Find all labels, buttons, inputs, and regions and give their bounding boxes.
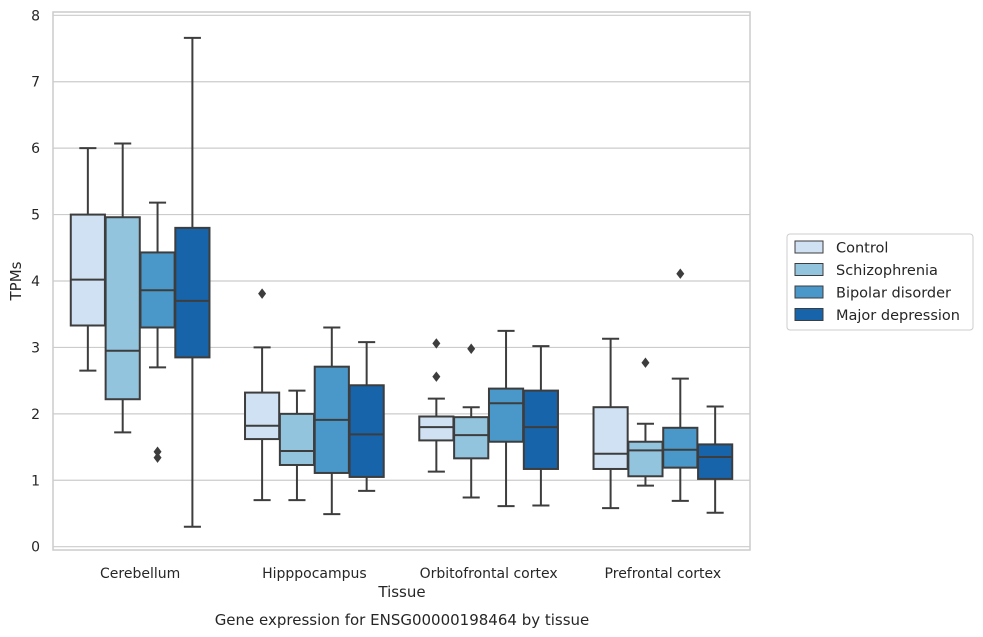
box-3-2 bbox=[522, 345, 559, 507]
legend-label: Major depression bbox=[836, 308, 960, 324]
legend-swatch bbox=[794, 263, 824, 276]
y-tick-label-7: 7 bbox=[31, 75, 40, 91]
box-body bbox=[244, 391, 281, 441]
y-tick-label-6: 6 bbox=[31, 141, 40, 157]
legend-frame bbox=[786, 233, 974, 331]
box-series bbox=[69, 36, 734, 528]
x-axis-label: Tissue bbox=[377, 583, 425, 601]
box-body bbox=[487, 387, 525, 443]
box-2-1 bbox=[313, 326, 350, 516]
legend-item-1: Schizophrenia bbox=[794, 263, 938, 279]
legend-swatch bbox=[794, 240, 824, 254]
box-2-2 bbox=[487, 329, 525, 508]
box-1-0 bbox=[104, 142, 141, 434]
y-tick-label-3: 3 bbox=[31, 340, 40, 356]
box-2-0 bbox=[139, 201, 176, 463]
x-tick-label-0: Cerebellum bbox=[100, 566, 180, 582]
y-tick-label-1: 1 bbox=[31, 473, 40, 489]
legend-label: Schizophrenia bbox=[836, 263, 938, 279]
y-tick-label-5: 5 bbox=[31, 208, 40, 224]
box-body bbox=[348, 384, 385, 478]
box-1-3 bbox=[627, 357, 664, 487]
box-body bbox=[69, 213, 106, 327]
outlier-point-1 bbox=[153, 446, 162, 457]
plot-frame bbox=[52, 11, 751, 551]
y-tick-labels: 0 1 2 3 4 5 6 7 8 bbox=[31, 8, 40, 555]
box-body bbox=[418, 415, 455, 442]
box-1-1 bbox=[278, 389, 316, 502]
outlier-point-0 bbox=[641, 357, 650, 368]
box-0-2 bbox=[418, 338, 455, 473]
y-tick-label-0: 0 bbox=[31, 540, 40, 556]
box-body bbox=[453, 416, 490, 460]
box-body bbox=[278, 412, 316, 466]
box-body bbox=[662, 426, 699, 469]
outlier-point-0 bbox=[467, 343, 476, 354]
outlier-point-0 bbox=[676, 268, 685, 279]
box-body bbox=[174, 226, 211, 359]
legend: Control Schizophrenia Bipolar disorder Majo… bbox=[786, 233, 974, 331]
x-tick-label-2: Orbitofrontal cortex bbox=[420, 566, 558, 582]
legend-swatch bbox=[794, 308, 824, 321]
box-body bbox=[522, 389, 559, 470]
x-tick-labels: Cerebellum Hipppocampus Orbitofrontal cort… bbox=[100, 566, 721, 582]
y-axis-label: TPMs bbox=[7, 261, 25, 301]
box-3-1 bbox=[348, 341, 385, 492]
x-tick-label-1: Hipppocampus bbox=[262, 566, 367, 582]
box-body bbox=[697, 443, 734, 480]
legend-item-2: Bipolar disorder bbox=[794, 285, 951, 302]
box-body bbox=[592, 406, 629, 470]
outlier-point-0 bbox=[432, 371, 441, 382]
box-0-1 bbox=[244, 288, 281, 502]
box-body bbox=[627, 440, 664, 478]
legend-label: Bipolar disorder bbox=[836, 286, 951, 302]
chart-caption: Gene expression for ENSG00000198464 by t… bbox=[215, 611, 590, 629]
box-body bbox=[104, 216, 141, 401]
box-2-3 bbox=[662, 268, 699, 502]
outlier-point-1 bbox=[432, 338, 441, 349]
y-tick-label-4: 4 bbox=[31, 274, 40, 290]
box-0-0 bbox=[69, 147, 106, 372]
legend-item-3: Major depression bbox=[794, 308, 960, 324]
legend-item-0: Control bbox=[794, 240, 888, 257]
y-tick-label-8: 8 bbox=[31, 8, 40, 24]
x-tick-label-3: Prefrontal cortex bbox=[605, 566, 722, 582]
box-1-2 bbox=[453, 343, 490, 499]
y-tick-label-2: 2 bbox=[31, 407, 40, 423]
outlier-point-0 bbox=[258, 288, 267, 299]
box-0-3 bbox=[592, 337, 629, 510]
outlier-point-0 bbox=[153, 452, 162, 463]
box-3-0 bbox=[174, 36, 211, 528]
box-3-3 bbox=[697, 405, 734, 514]
legend-label: Control bbox=[836, 241, 888, 257]
legend-swatch bbox=[794, 285, 824, 299]
